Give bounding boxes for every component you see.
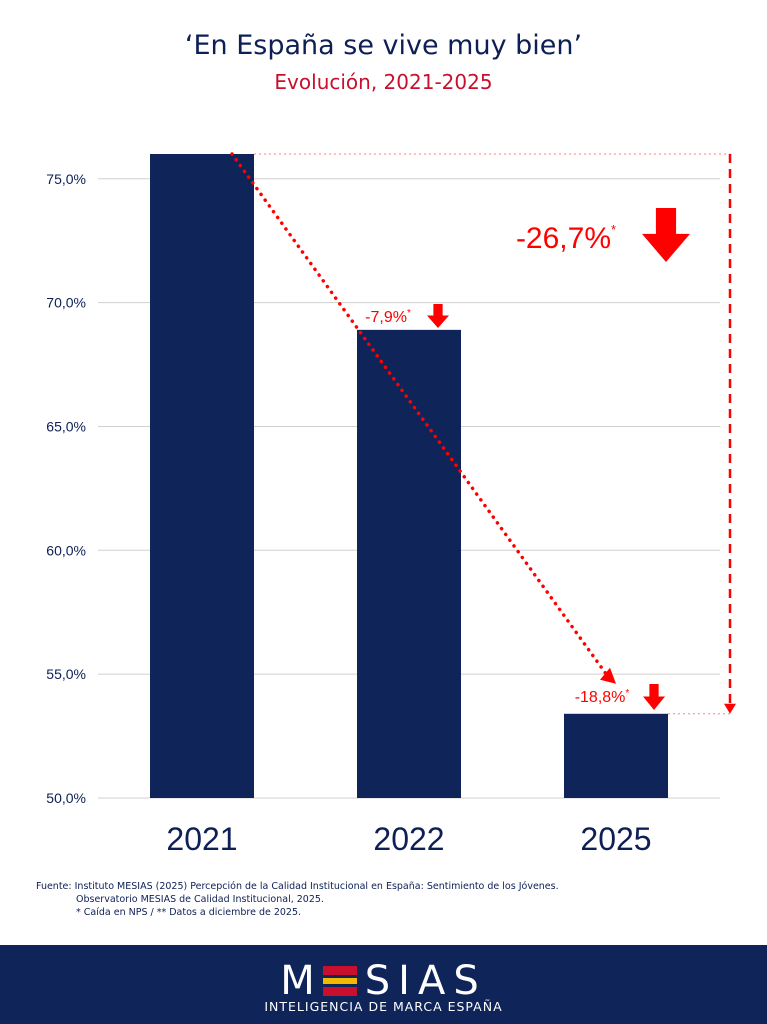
bar-2021	[150, 154, 254, 798]
source-note: Fuente: Instituto MESIAS (2025) Percepci…	[36, 880, 736, 919]
total-drop-arrowhead	[724, 703, 736, 714]
annotation-2022: -7,9%*	[365, 308, 411, 326]
mesias-logo: M SIAS	[0, 958, 767, 1004]
x-tick-label: 2021	[166, 821, 237, 857]
logo-letters: SIAS	[364, 958, 487, 1004]
source-line-3: * Caída en NPS / ** Datos a diciembre de…	[76, 907, 302, 918]
bar-2022	[357, 329, 461, 798]
y-tick-label: 70,0%	[46, 295, 86, 311]
trend-dotted-line	[230, 152, 608, 676]
arrow-down-2022-icon	[427, 304, 449, 328]
chart-title: ‘En España se vive muy bien’	[184, 30, 583, 61]
y-tick-label: 60,0%	[46, 542, 86, 558]
logo-letter-m: M	[280, 958, 323, 1004]
y-tick-label: 65,0%	[46, 418, 86, 434]
x-tick-label: 2022	[373, 821, 444, 857]
chart-subtitle: Evolución, 2021-2025	[274, 70, 493, 94]
y-tick-label: 50,0%	[46, 790, 86, 806]
arrow-down-total-icon	[642, 208, 690, 262]
footer-tagline: INTELIGENCIA DE MARCA ESPAÑA	[264, 999, 503, 1014]
footer-banner: M SIAS INTELIGENCIA DE MARCA ESPAÑA	[0, 945, 767, 1024]
bar-chart: 50,0% 55,0% 60,0% 65,0% 70,0% 75,0% 2021 2022 20…	[46, 152, 736, 857]
bar-2025	[564, 713, 668, 798]
source-line-1: Fuente: Instituto MESIAS (2025) Percepci…	[36, 881, 559, 892]
annotation-total: -26,7%*	[516, 222, 616, 255]
annotation-2025: -18,8%*	[575, 688, 630, 706]
trend-arrowhead	[600, 667, 616, 684]
x-tick-label: 2025	[580, 821, 651, 857]
source-line-2: Observatorio MESIAS de Calidad Instituci…	[76, 894, 324, 905]
arrow-down-2025-icon	[643, 684, 665, 710]
logo-flag-e	[322, 966, 357, 996]
y-tick-label: 75,0%	[46, 171, 86, 187]
y-tick-label: 55,0%	[46, 666, 86, 682]
